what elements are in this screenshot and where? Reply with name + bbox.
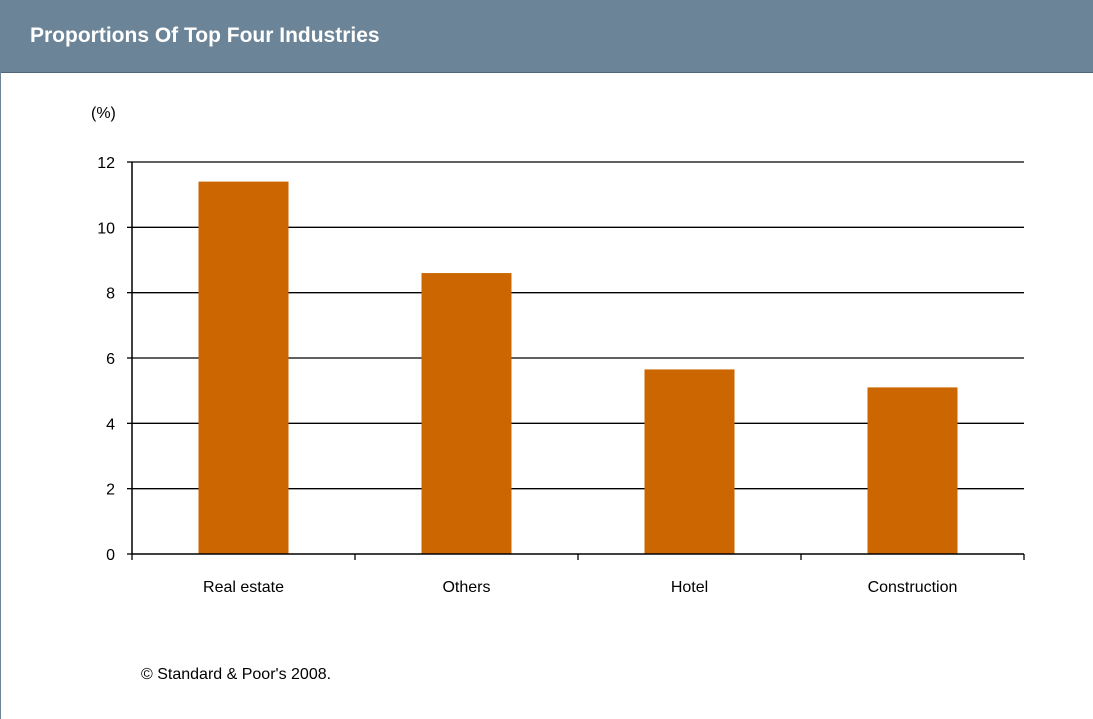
x-category-label: Construction [868,579,958,596]
bar [644,369,735,554]
y-tick-label: 6 [106,351,115,368]
y-tick-labels: 0 2 4 6 8 10 12 [97,155,115,564]
y-axis-unit-label: (%) [91,105,116,122]
y-tick-label: 10 [97,220,115,237]
bars [198,181,958,554]
x-category-label: Hotel [671,579,708,596]
x-category-label: Real estate [203,579,284,596]
y-tick-label: 8 [106,286,115,303]
x-category-label: Others [442,579,490,596]
panel-header: Proportions Of Top Four Industries [1,0,1093,73]
y-tick-label: 0 [106,547,115,564]
y-tick-label: 2 [106,482,115,499]
x-tick-labels: Real estate Others Hotel Construction [203,579,957,596]
chart-title: Proportions Of Top Four Industries [30,24,380,47]
bar [198,181,289,554]
bar [867,387,958,554]
copyright-footnote: © Standard & Poor's 2008. [141,666,332,683]
axes [127,161,1025,560]
y-tick-label: 12 [97,155,115,172]
bar [421,273,512,554]
y-tick-label: 4 [106,416,115,433]
